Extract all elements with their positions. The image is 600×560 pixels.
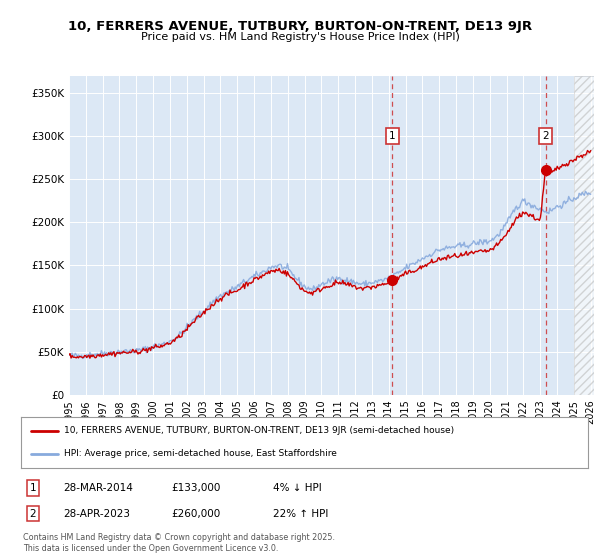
Text: 28-APR-2023: 28-APR-2023: [63, 508, 130, 519]
Text: 22% ↑ HPI: 22% ↑ HPI: [273, 508, 328, 519]
Text: Price paid vs. HM Land Registry's House Price Index (HPI): Price paid vs. HM Land Registry's House …: [140, 32, 460, 43]
Text: Contains HM Land Registry data © Crown copyright and database right 2025.
This d: Contains HM Land Registry data © Crown c…: [23, 534, 335, 553]
Text: 10, FERRERS AVENUE, TUTBURY, BURTON-ON-TRENT, DE13 9JR (semi-detached house): 10, FERRERS AVENUE, TUTBURY, BURTON-ON-T…: [64, 426, 454, 435]
Text: 1: 1: [29, 483, 37, 493]
Text: £260,000: £260,000: [171, 508, 220, 519]
Text: 2: 2: [542, 131, 549, 141]
Text: 1: 1: [389, 131, 396, 141]
Text: 10, FERRERS AVENUE, TUTBURY, BURTON-ON-TRENT, DE13 9JR: 10, FERRERS AVENUE, TUTBURY, BURTON-ON-T…: [68, 20, 532, 32]
Text: 28-MAR-2014: 28-MAR-2014: [63, 483, 133, 493]
Text: £133,000: £133,000: [171, 483, 220, 493]
Text: 4% ↓ HPI: 4% ↓ HPI: [273, 483, 322, 493]
Bar: [574, 76, 600, 395]
Text: HPI: Average price, semi-detached house, East Staffordshire: HPI: Average price, semi-detached house,…: [64, 450, 337, 459]
Text: 2: 2: [29, 508, 37, 519]
